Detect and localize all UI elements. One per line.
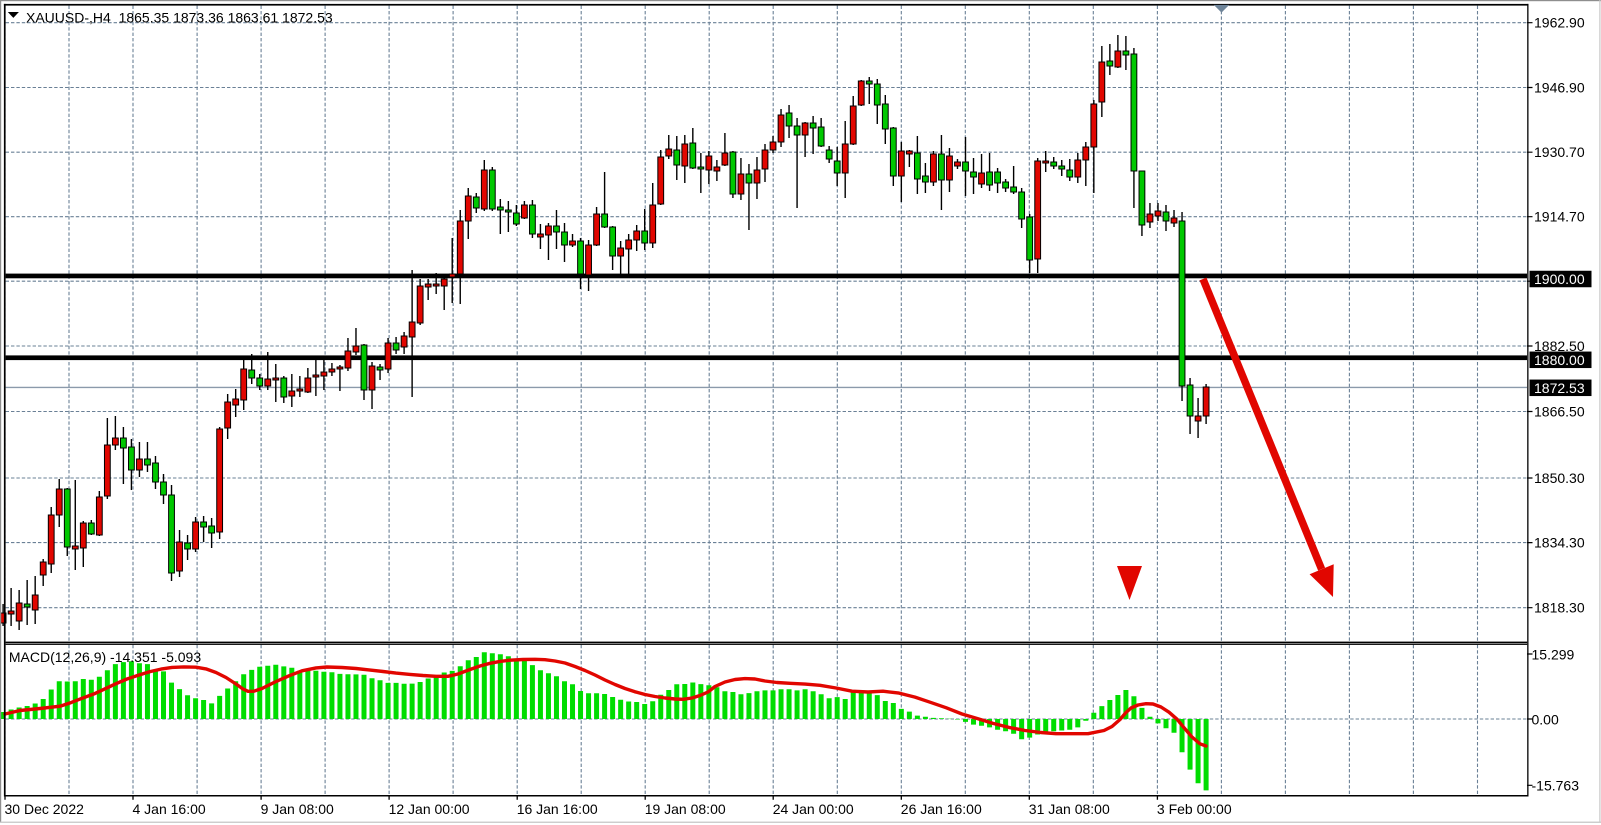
svg-text:1900.00: 1900.00 [1534,271,1585,287]
svg-text:1946.90: 1946.90 [1534,80,1585,96]
svg-text:1930.70: 1930.70 [1534,144,1585,160]
svg-text:24 Jan 00:00: 24 Jan 00:00 [773,801,854,817]
svg-text:1850.30: 1850.30 [1534,470,1585,486]
svg-text:1866.50: 1866.50 [1534,404,1585,420]
svg-text:1962.90: 1962.90 [1534,15,1585,31]
svg-text:30 Dec 2022: 30 Dec 2022 [5,801,85,817]
svg-text:MACD(12,26,9) -14.351 -5.093: MACD(12,26,9) -14.351 -5.093 [9,649,201,665]
svg-text:-15.763: -15.763 [1532,777,1580,793]
svg-text:16 Jan 16:00: 16 Jan 16:00 [517,801,598,817]
svg-text:1818.30: 1818.30 [1534,600,1585,616]
svg-text:1914.70: 1914.70 [1534,209,1585,225]
svg-text:3 Feb 00:00: 3 Feb 00:00 [1157,801,1232,817]
svg-text:4 Jan 16:00: 4 Jan 16:00 [133,801,206,817]
svg-text:9 Jan 08:00: 9 Jan 08:00 [261,801,334,817]
svg-text:1880.00: 1880.00 [1534,352,1585,368]
svg-text:0.00: 0.00 [1532,712,1559,728]
svg-text:15.299: 15.299 [1532,647,1575,663]
svg-text:1834.30: 1834.30 [1534,535,1585,551]
svg-text:31 Jan 08:00: 31 Jan 08:00 [1029,801,1110,817]
svg-text:1872.53: 1872.53 [1534,380,1585,396]
svg-text:26 Jan 16:00: 26 Jan 16:00 [901,801,982,817]
svg-text:XAUUSD-,H4 1865.35 1873.36 18: XAUUSD-,H4 1865.35 1873.36 1863.61 1872.… [26,10,333,26]
svg-text:1882.50: 1882.50 [1534,338,1585,354]
svg-text:12 Jan 00:00: 12 Jan 00:00 [389,801,470,817]
svg-text:19 Jan 08:00: 19 Jan 08:00 [645,801,726,817]
